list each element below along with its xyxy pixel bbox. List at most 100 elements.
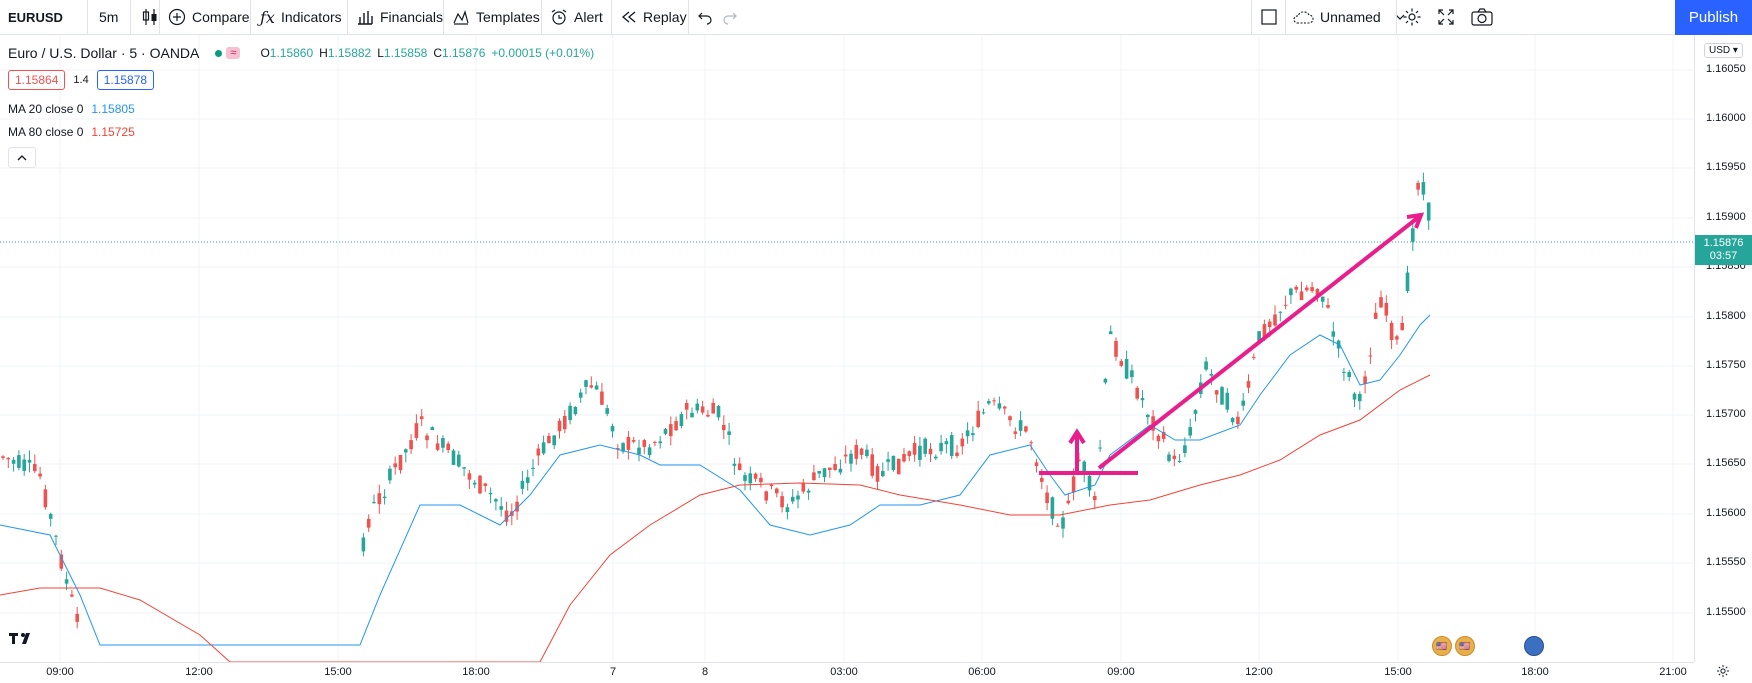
candle-body	[732, 463, 737, 466]
candle-body	[647, 447, 652, 456]
candle-body	[75, 613, 79, 622]
time-tick-label: 15:00	[1384, 666, 1412, 678]
toolbar-divider	[443, 0, 444, 34]
globe-event-icon[interactable]	[1524, 636, 1544, 656]
templates-button[interactable]: Templates	[452, 0, 540, 34]
alert-label: Alert	[574, 9, 603, 25]
current-price-value: 1.15876	[1703, 237, 1744, 249]
countdown-timer: 03:57	[1709, 250, 1738, 262]
data-provider-badge[interactable]: ≈	[226, 47, 241, 59]
candle-body	[690, 412, 694, 418]
candle-body	[987, 401, 991, 404]
candle-body	[547, 435, 551, 444]
us-flag-event-icon[interactable]: 🇺🇸	[1432, 636, 1452, 656]
price-chart[interactable]	[0, 35, 1694, 662]
fullscreen-layout-button[interactable]	[1260, 0, 1278, 34]
toolbar-divider	[1396, 0, 1397, 34]
settings-gear-icon[interactable]	[1716, 664, 1730, 683]
symbol-search-button[interactable]: EURUSD	[8, 0, 63, 34]
time-tick-label: 18:00	[462, 666, 490, 678]
candle-body	[467, 473, 472, 480]
settings-button[interactable]	[1402, 0, 1422, 34]
candle-body	[1225, 392, 1230, 410]
tradingview-logo[interactable]	[6, 628, 38, 648]
candle-body	[1119, 361, 1124, 366]
candle-body	[1426, 202, 1431, 221]
time-scale[interactable]	[0, 662, 1694, 680]
interval-label: 5m	[99, 9, 119, 25]
close-value: 1.15876	[441, 46, 486, 60]
candle-body	[1061, 517, 1065, 529]
candle-body	[54, 535, 58, 537]
candle-body	[1273, 314, 1277, 326]
candle-body	[552, 435, 556, 446]
candle-body	[684, 403, 689, 410]
candle-body	[1146, 414, 1150, 418]
candle-body	[1114, 341, 1118, 357]
candle-body	[11, 459, 16, 464]
indicators-button[interactable]: ƒx Indicators	[260, 0, 342, 34]
candle-body	[1246, 381, 1251, 388]
candle-body	[1098, 447, 1102, 449]
redo-button[interactable]	[722, 0, 738, 34]
replay-button[interactable]: Replay	[621, 0, 687, 34]
candle-body	[706, 414, 710, 417]
financials-button[interactable]: Financials	[356, 0, 443, 34]
price-tick-label: 1.15650	[1706, 457, 1746, 469]
sell-button[interactable]: 1.15864	[8, 70, 66, 90]
compare-button[interactable]: Compare	[168, 0, 250, 34]
candle-body	[372, 502, 376, 504]
candle-body	[896, 458, 901, 475]
candle-body	[992, 400, 996, 402]
buy-button[interactable]: 1.15878	[96, 70, 155, 90]
time-tick-label: 03:00	[830, 666, 858, 678]
candle-body	[722, 424, 726, 431]
candle-body	[923, 438, 927, 454]
candle-body	[912, 443, 917, 455]
candle-body	[1204, 361, 1208, 370]
time-tick-label: 18:00	[1521, 666, 1549, 678]
candle-body	[1305, 287, 1309, 291]
interval-button[interactable]: 5m	[99, 0, 118, 34]
candle-body	[472, 482, 477, 485]
toolbar-divider	[688, 0, 689, 34]
spread-value: 1.4	[73, 74, 89, 86]
candle-body	[759, 477, 763, 483]
candle-body	[1050, 497, 1055, 519]
candle-body	[1379, 297, 1383, 308]
candle-body	[1002, 406, 1007, 409]
layout-name-button[interactable]: Unnamed	[1292, 0, 1405, 34]
candle-body	[1395, 336, 1399, 340]
ma20-value: 1.15805	[91, 102, 135, 116]
candle-body	[435, 443, 440, 450]
currency-selector[interactable]: USD ▾	[1704, 43, 1743, 58]
price-tick-label: 1.16050	[1706, 63, 1746, 75]
price-tick-label: 1.15800	[1706, 310, 1746, 322]
candle-body	[780, 496, 784, 508]
candle-body	[1188, 427, 1192, 436]
candle-body	[1193, 410, 1198, 414]
undo-button[interactable]	[697, 0, 713, 34]
toolbar-divider	[159, 0, 160, 34]
snapshot-button[interactable]	[1471, 0, 1493, 34]
candle-body	[881, 470, 885, 477]
candle-body	[1066, 500, 1071, 504]
candle-body	[573, 406, 578, 415]
chart-pane[interactable]	[0, 35, 1694, 662]
ma20-legend[interactable]: MA 20 close 0 1.15805	[8, 102, 135, 116]
candle-body	[1411, 228, 1415, 242]
us-flag-event-icon[interactable]: 🇺🇸	[1455, 636, 1475, 656]
candle-body	[451, 450, 456, 465]
alert-button[interactable]: Alert	[550, 0, 603, 34]
fullscreen-button[interactable]	[1437, 0, 1455, 34]
chart-type-button[interactable]	[140, 0, 160, 34]
candle-body	[737, 463, 742, 470]
candle-body	[409, 440, 413, 450]
candle-body	[1034, 462, 1039, 466]
candle-body	[388, 468, 392, 481]
ma80-legend[interactable]: MA 80 close 0 1.15725	[8, 125, 135, 139]
publish-button[interactable]: Publish	[1675, 0, 1752, 35]
collapse-legend-button[interactable]	[8, 147, 36, 168]
candle-body	[679, 414, 684, 427]
price-scale[interactable]	[1694, 35, 1752, 662]
